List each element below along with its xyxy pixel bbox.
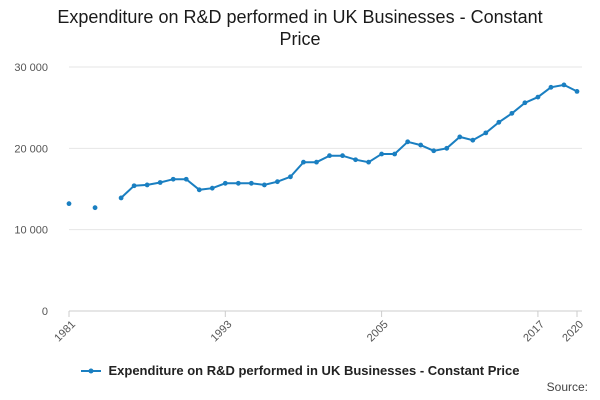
data-point[interactable] xyxy=(561,82,567,88)
legend[interactable]: Expenditure on R&D performed in UK Busin… xyxy=(0,363,600,378)
x-tick-label: 1993 xyxy=(209,319,235,345)
chart-title-line-1: Expenditure on R&D performed in UK Busin… xyxy=(57,7,543,27)
data-point[interactable] xyxy=(392,151,398,157)
data-point[interactable] xyxy=(431,148,437,154)
data-point[interactable] xyxy=(418,142,424,148)
data-point[interactable] xyxy=(235,180,241,186)
x-tick-label: 2017 xyxy=(521,319,547,345)
data-point[interactable] xyxy=(457,134,463,140)
y-tick-label: 0 xyxy=(42,306,48,318)
data-point[interactable] xyxy=(131,183,137,189)
data-point[interactable] xyxy=(248,180,254,186)
data-point[interactable] xyxy=(353,157,358,163)
data-point[interactable] xyxy=(340,153,345,159)
legend-swatch-icon xyxy=(81,368,102,373)
data-point[interactable] xyxy=(483,130,489,136)
data-point[interactable] xyxy=(170,176,176,182)
data-point[interactable] xyxy=(209,185,215,191)
x-tick-label: 1981 xyxy=(52,319,78,345)
data-point[interactable] xyxy=(574,89,580,94)
data-point[interactable] xyxy=(314,159,319,165)
data-point[interactable] xyxy=(144,182,150,188)
source-label: Source: xyxy=(546,380,588,394)
data-point[interactable] xyxy=(118,195,124,201)
data-point[interactable] xyxy=(509,110,515,116)
data-point[interactable] xyxy=(379,151,385,157)
x-axis-ticks: 1981 1993 2005 2017 2020 xyxy=(52,311,586,344)
data-point[interactable] xyxy=(66,201,72,207)
data-point[interactable] xyxy=(496,119,502,125)
data-point[interactable] xyxy=(366,159,371,165)
y-tick-label: 20 000 xyxy=(14,143,48,155)
x-tick-label: 2005 xyxy=(365,319,391,345)
data-point[interactable] xyxy=(261,182,267,188)
data-point[interactable] xyxy=(222,180,228,186)
gridlines xyxy=(69,66,582,312)
x-tick-label: 2020 xyxy=(560,319,586,345)
data-point[interactable] xyxy=(301,159,306,165)
chart-title: Expenditure on R&D performed in UK Busin… xyxy=(0,6,600,50)
data-point[interactable] xyxy=(196,187,202,193)
y-axis-ticks: 0 10 000 20 000 30 000 xyxy=(14,62,48,318)
series-line xyxy=(120,83,578,199)
data-point[interactable] xyxy=(157,180,163,185)
data-point[interactable] xyxy=(470,137,476,143)
data-point[interactable] xyxy=(535,94,541,100)
data-point[interactable] xyxy=(548,84,554,90)
data-point[interactable] xyxy=(327,153,332,159)
data-point[interactable] xyxy=(288,174,293,180)
line-chart: 0 10 000 20 000 30 000 1981 1993 2005 2017 2020 xyxy=(14,62,586,344)
chart-title-line-2: Price xyxy=(279,29,321,49)
y-tick-label: 10 000 xyxy=(14,225,48,237)
data-point[interactable] xyxy=(183,176,189,182)
data-point[interactable] xyxy=(405,139,411,145)
data-point[interactable] xyxy=(92,205,98,211)
data-point[interactable] xyxy=(275,179,280,185)
data-point[interactable] xyxy=(444,145,450,151)
data-point[interactable] xyxy=(522,100,528,106)
legend-label: Expenditure on R&D performed in UK Busin… xyxy=(108,363,520,378)
y-tick-label: 30 000 xyxy=(14,62,48,74)
series-group xyxy=(66,82,580,211)
